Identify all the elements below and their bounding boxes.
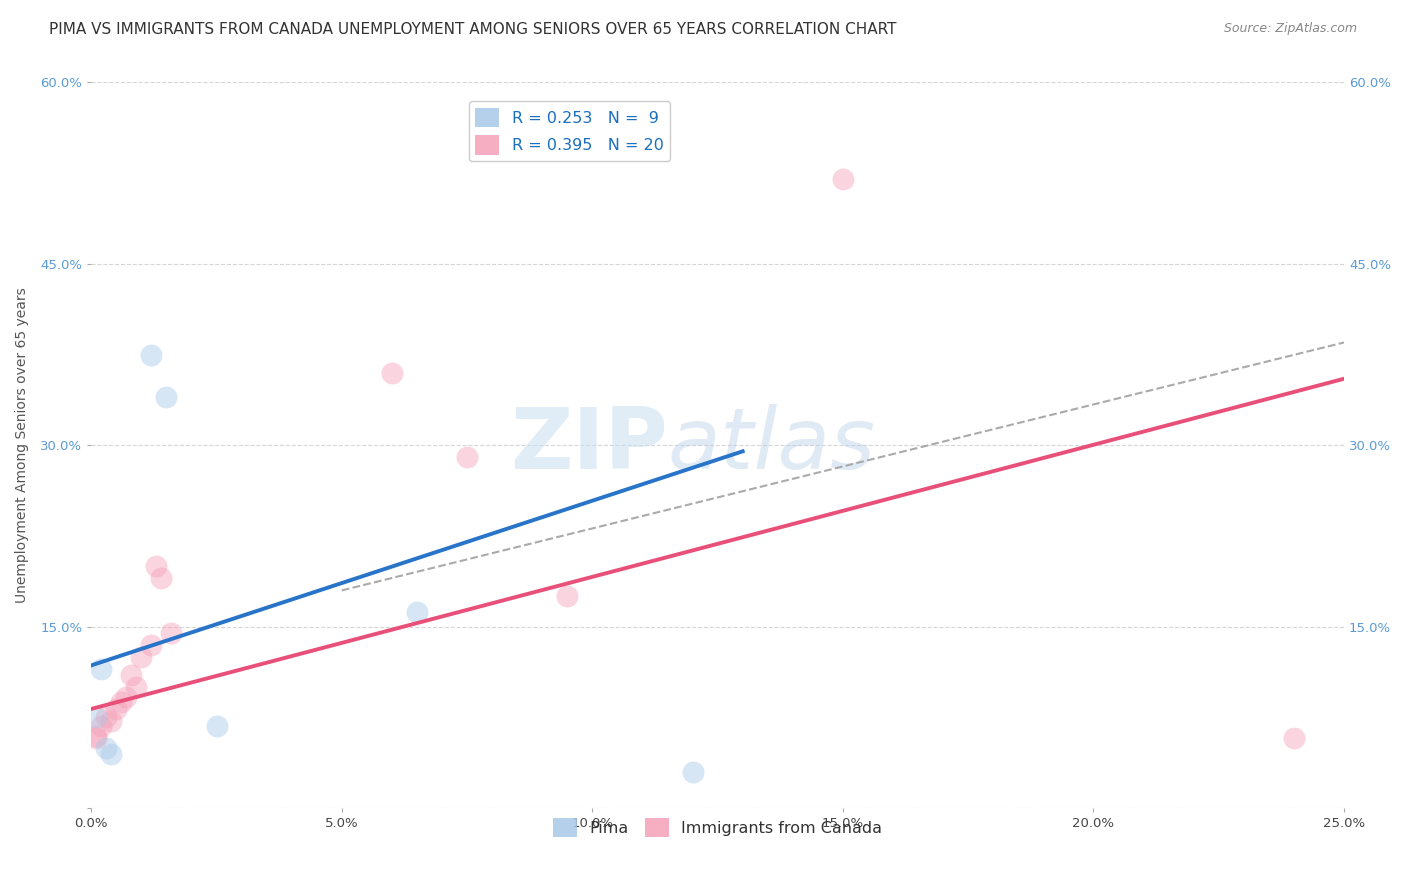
Point [141, 638, 163, 652]
Point [205, 719, 228, 733]
Point [155, 390, 177, 404]
Point [145, 559, 167, 574]
Point [84, 710, 107, 724]
Point [406, 605, 429, 619]
Point [131, 649, 153, 664]
Point [141, 347, 163, 361]
Point [110, 695, 132, 709]
Text: ZIP: ZIP [510, 404, 668, 487]
Point [100, 747, 122, 761]
Point [90, 719, 112, 733]
Text: atlas: atlas [668, 404, 876, 487]
Point [682, 764, 704, 779]
Point [96, 740, 118, 755]
Y-axis label: Unemployment Among Seniors over 65 years: Unemployment Among Seniors over 65 years [15, 287, 30, 603]
Point [125, 680, 148, 694]
Point [160, 625, 183, 640]
Point [381, 366, 404, 380]
Point [96, 710, 118, 724]
Point [1282, 731, 1305, 745]
Point [84, 731, 107, 745]
Point [84, 729, 107, 743]
Point [90, 662, 112, 676]
Point [105, 702, 128, 716]
Legend: Pima, Immigrants from Canada: Pima, Immigrants from Canada [547, 812, 889, 844]
Point [456, 450, 478, 465]
Point [555, 590, 578, 604]
Point [115, 690, 138, 704]
Point [832, 172, 855, 186]
Text: PIMA VS IMMIGRANTS FROM CANADA UNEMPLOYMENT AMONG SENIORS OVER 65 YEARS CORRELAT: PIMA VS IMMIGRANTS FROM CANADA UNEMPLOYM… [49, 22, 897, 37]
Point [150, 571, 173, 585]
Point [120, 668, 142, 682]
Text: Source: ZipAtlas.com: Source: ZipAtlas.com [1223, 22, 1357, 36]
Point [100, 714, 122, 728]
